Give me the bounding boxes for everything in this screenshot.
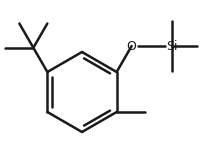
- Text: O: O: [127, 40, 137, 53]
- Text: Si: Si: [166, 40, 177, 53]
